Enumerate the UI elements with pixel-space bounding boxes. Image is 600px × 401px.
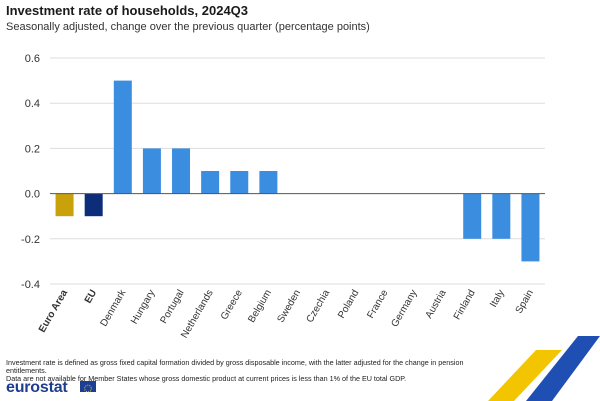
- bar-netherlands: [201, 171, 220, 194]
- x-tick-label: Sweden: [276, 288, 304, 325]
- x-tick-label: EU: [83, 288, 99, 306]
- x-tick-label: Germany: [389, 288, 419, 329]
- bar-finland: [463, 193, 482, 239]
- bar-eu: [84, 193, 103, 217]
- chart-title: Investment rate of households, 2024Q3: [6, 3, 249, 18]
- y-tick-label: -0.2: [21, 234, 40, 246]
- footnote-line-availability: Data are not available for Member States…: [6, 374, 407, 384]
- footnote-line-definition: Investment rate is defined as gross fixe…: [6, 358, 464, 376]
- x-tick-label: Finland: [452, 288, 478, 322]
- x-tick-label: Spain: [514, 288, 536, 316]
- x-tick-label: Czechia: [305, 288, 333, 325]
- x-tick-label: Greece: [219, 288, 245, 322]
- footnote: Investment rate is defined as gross fixe…: [6, 358, 466, 384]
- y-tick-label: 0.2: [25, 143, 40, 155]
- x-tick-label: Hungary: [129, 288, 157, 326]
- y-tick-label: 0.0: [25, 189, 40, 201]
- y-tick-label: 0.4: [25, 98, 40, 110]
- bar-denmark: [113, 80, 132, 194]
- eu-flag-icon: [80, 381, 96, 393]
- eurostat-decor-icon: [488, 336, 600, 401]
- x-tick-label: Belgium: [246, 288, 274, 325]
- bar-spain: [521, 193, 540, 262]
- bar-belgium: [259, 171, 278, 194]
- x-tick-label: Italy: [488, 288, 507, 309]
- y-tick-label: 0.6: [25, 53, 40, 65]
- x-tick-label: Austria: [424, 288, 449, 321]
- x-tick-label: Denmark: [99, 287, 129, 328]
- bar-hungary: [142, 148, 161, 194]
- bar-portugal: [172, 148, 191, 194]
- x-tick-label: France: [365, 288, 390, 321]
- bar-greece: [230, 171, 249, 194]
- eurostat-logo[interactable]: eurostat: [6, 379, 68, 396]
- chart-subtitle: Seasonally adjusted, change over the pre…: [6, 21, 370, 33]
- x-tick-label: Poland: [336, 288, 361, 320]
- x-tick-label: Portugal: [158, 288, 186, 326]
- bar-euro-area: [55, 193, 74, 217]
- bar-italy: [492, 193, 511, 239]
- x-tick-label: Euro Area: [37, 288, 70, 335]
- y-tick-label: -0.4: [21, 279, 40, 291]
